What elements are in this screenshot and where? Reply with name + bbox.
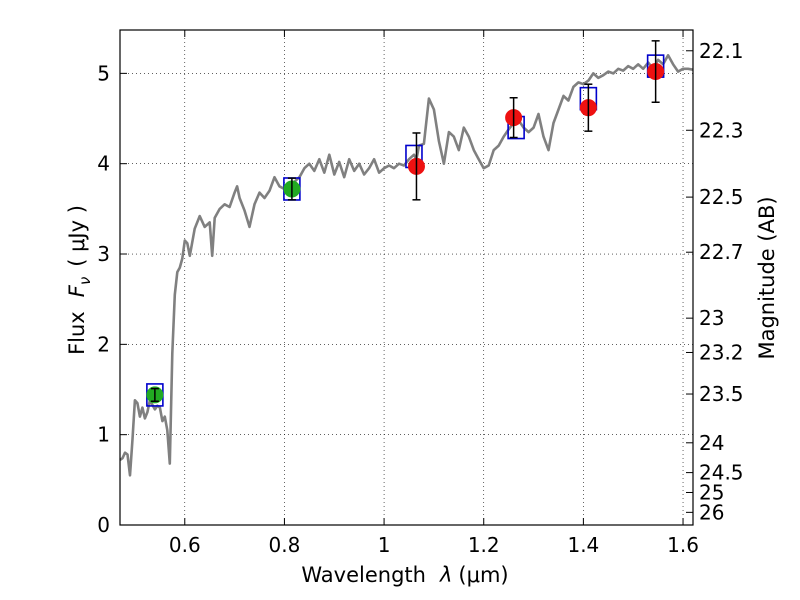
x-tick-label: 1.2 — [468, 533, 500, 557]
y-tick-label: 5 — [97, 61, 110, 85]
x-tick-label: 1.6 — [667, 533, 699, 557]
axis-ticks: 0.6 0.8 1 1.2 1.4 1.601234522.122.322.522.723… — [97, 30, 744, 557]
plot-frame — [119, 29, 694, 526]
mag-tick-label: 23.5 — [699, 382, 744, 406]
mag-tick-label: 24.5 — [699, 461, 744, 485]
y-tick-label: 4 — [97, 152, 110, 176]
mag-tick-label: 23 — [699, 306, 724, 330]
y-axis-label: FluxFν( μJy ) — [65, 205, 94, 355]
y-tick-label: 3 — [97, 242, 110, 266]
photometry-layer — [146, 40, 665, 404]
mag-tick-label: 22.3 — [699, 118, 744, 142]
mag-tick-label: 22.1 — [699, 39, 744, 63]
mag-tick-label: 22.5 — [699, 185, 744, 209]
x-tick-label: 0.8 — [269, 533, 301, 557]
mag-tick-label: 26 — [699, 500, 724, 524]
x-tick-label: 1 — [378, 533, 391, 557]
mag-tick-label: 24 — [699, 431, 724, 455]
grid-lines — [120, 30, 693, 526]
mag-tick-label: 25 — [699, 480, 724, 504]
y-tick-label: 0 — [97, 513, 110, 537]
mag-tick-label: 23.2 — [699, 340, 744, 364]
spectrum-layer — [119, 53, 694, 477]
x-tick-label: 0.6 — [169, 533, 201, 557]
y2-axis-label: Magnitude (AB) — [755, 196, 779, 359]
y-tick-label: 1 — [97, 423, 110, 447]
mag-tick-label: 22.7 — [699, 240, 744, 264]
y-tick-label: 2 — [97, 332, 110, 356]
x-tick-label: 1.4 — [567, 533, 599, 557]
x-axis-label: Wavelength λ (μm) — [301, 563, 508, 587]
spectrum-line — [119, 53, 694, 477]
